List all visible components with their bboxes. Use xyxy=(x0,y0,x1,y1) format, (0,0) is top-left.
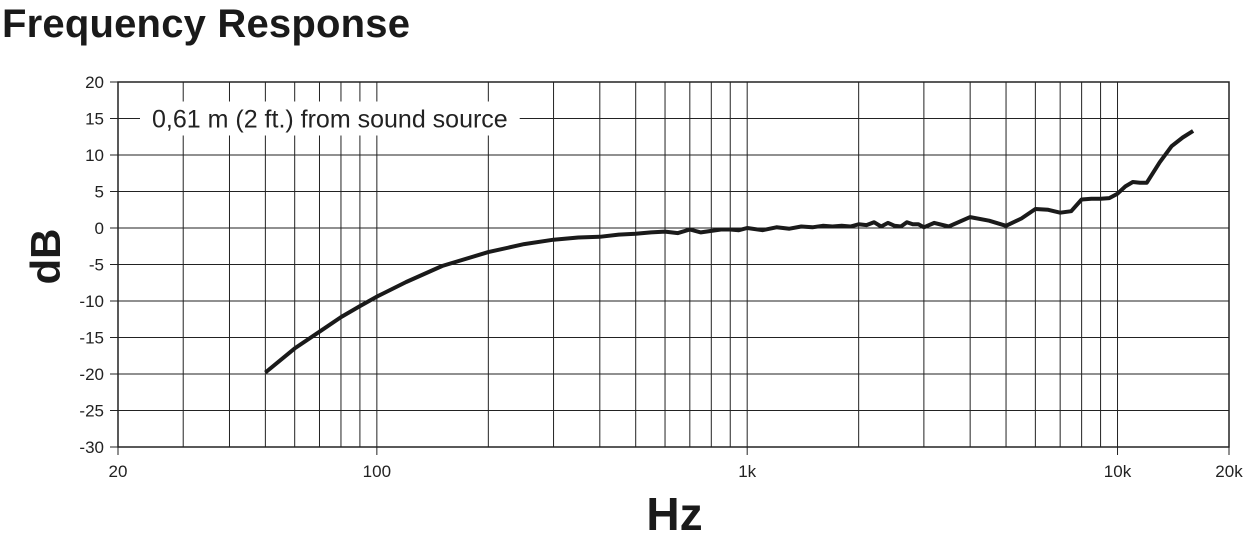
x-tick-label: 100 xyxy=(363,462,391,481)
annotation-group: 0,61 m (2 ft.) from sound source xyxy=(140,101,520,136)
x-tick-label: 10k xyxy=(1104,462,1132,481)
y-tick-label: -10 xyxy=(79,292,104,311)
annotation-text: 0,61 m (2 ft.) from sound source xyxy=(152,106,508,134)
x-tick-label: 20k xyxy=(1215,462,1243,481)
y-tick-label: 0 xyxy=(95,219,104,238)
series-line-group xyxy=(264,129,1195,375)
y-tick-label: -20 xyxy=(79,365,104,384)
y-tick-label: -30 xyxy=(79,438,104,457)
y-axis-label: dB xyxy=(22,229,69,285)
axis-titles: Hz dB xyxy=(22,229,703,536)
y-tick-label: 20 xyxy=(85,73,104,92)
y-tick-label: 15 xyxy=(85,110,104,129)
y-tick-label: -15 xyxy=(79,329,104,348)
annotation-background xyxy=(140,101,520,136)
y-tick-label: -5 xyxy=(89,256,104,275)
y-tick-label: 10 xyxy=(85,146,104,165)
x-axis-label: Hz xyxy=(646,488,702,536)
x-tick-label: 20 xyxy=(109,462,128,481)
frequency-response-line xyxy=(264,129,1195,375)
grid xyxy=(110,81,1230,455)
x-tick-label: 1k xyxy=(738,462,756,481)
y-tick-label: -25 xyxy=(79,402,104,421)
tick-labels: 20 15 10 5 0 -5 -10 -15 -20 -25 -30 20 100 1k 10k 20k xyxy=(79,73,1243,481)
chart-title: Frequency Response xyxy=(2,2,411,46)
y-tick-label: 5 xyxy=(95,183,104,202)
